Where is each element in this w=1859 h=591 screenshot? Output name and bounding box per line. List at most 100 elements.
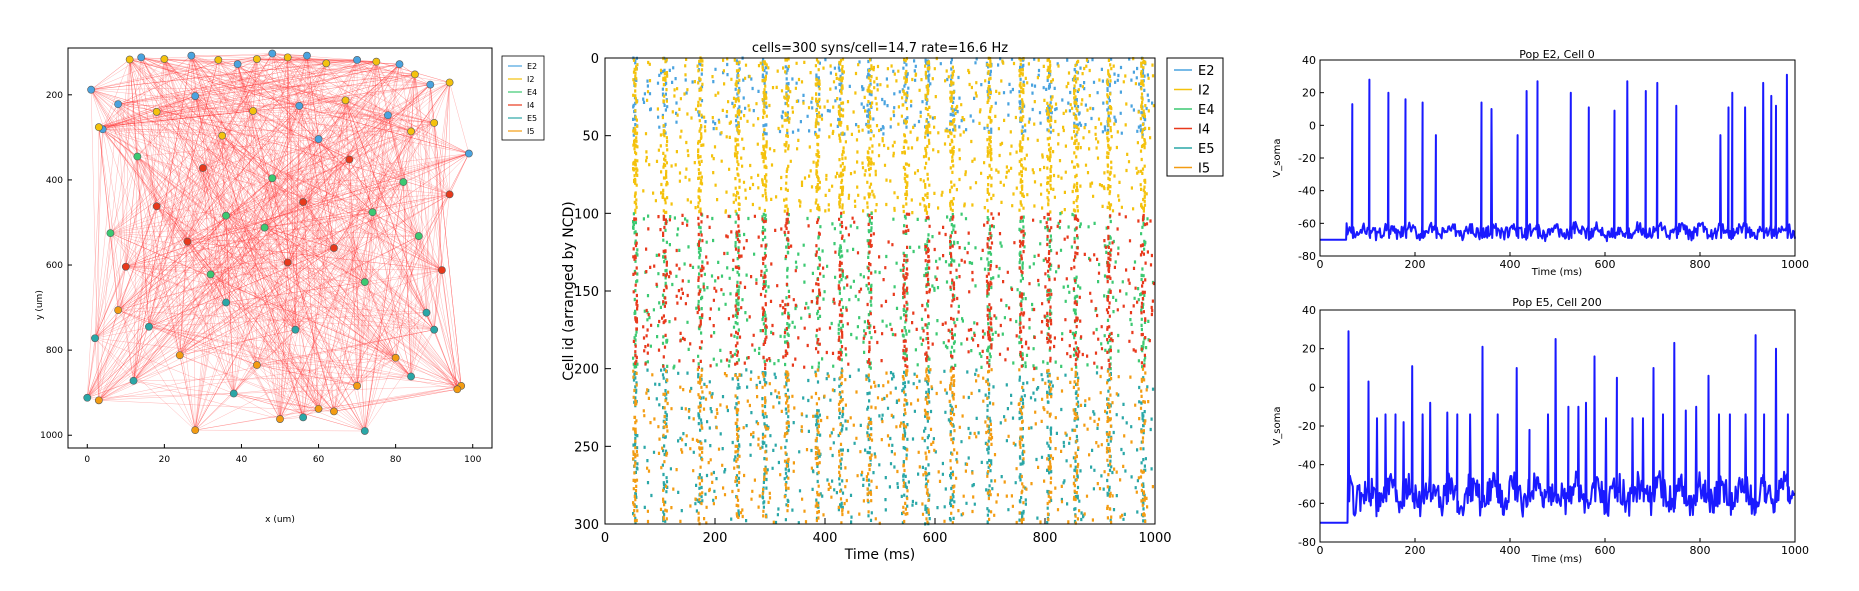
connection-paths xyxy=(87,53,470,432)
raster-plot: cells=300 syns/cell=14.7 rate=16.6 Hz 0 2… xyxy=(561,41,1224,563)
trace-x-tick-label: 400 xyxy=(1500,544,1521,557)
network-plot: 0 20 40 60 80 100 200 400 600 800 1000 x (um) y (… xyxy=(35,47,545,525)
cell-marker-e2 xyxy=(464,149,473,158)
trace-y-tick-label: -20 xyxy=(1298,152,1316,165)
raster-y-tick-label: 150 xyxy=(574,285,599,300)
cell-marker-e2 xyxy=(87,85,96,94)
cell-marker-e4 xyxy=(133,152,142,161)
raster-y-tick-label: 300 xyxy=(574,518,599,533)
trace-x-tick-label: 800 xyxy=(1690,544,1711,557)
raster-y-tick-label: 50 xyxy=(582,130,599,145)
cell-marker-i2 xyxy=(252,55,261,63)
trace-e5-x-label: Time (ms) xyxy=(1531,554,1583,565)
cell-marker-i2 xyxy=(445,78,454,87)
trace-e2-x-ticks: 0 200 400 600 800 1000 xyxy=(1317,252,1809,271)
raster-x-ticks: 0 200 400 600 800 1000 xyxy=(601,518,1172,546)
cell-marker-i4 xyxy=(437,266,446,275)
raster-y-tick-label: 200 xyxy=(574,363,599,378)
voltage-trace-e5: Pop E5, Cell 200 0 200 400 600 800 1000 -80-6… xyxy=(1272,296,1809,565)
cell-marker-i5 xyxy=(94,396,103,405)
trace-y-tick-label: -40 xyxy=(1298,459,1316,472)
cell-marker-i5 xyxy=(175,351,184,360)
cell-marker-i2 xyxy=(283,53,292,62)
network-legend-label: E4 xyxy=(527,88,537,97)
raster-legend: E2 I2 E4 I4 E5 I5 xyxy=(1166,57,1224,177)
trace-e5-x-ticks: 0 200 400 600 800 1000 xyxy=(1317,538,1809,557)
raster-title: cells=300 syns/cell=14.7 rate=16.6 Hz xyxy=(752,41,1008,56)
cell-marker-i2 xyxy=(94,123,103,132)
cell-marker-e4 xyxy=(106,229,115,238)
spike-raster xyxy=(632,56,1155,526)
raster-legend-label: I5 xyxy=(1198,162,1210,177)
cell-marker-e2 xyxy=(426,80,435,89)
cell-marker-e2 xyxy=(395,60,404,69)
network-y-tick-label: 200 xyxy=(46,91,63,101)
network-x-tick-label: 0 xyxy=(84,455,90,465)
network-x-tick-label: 100 xyxy=(464,455,481,465)
cell-marker-i4 xyxy=(345,155,354,164)
cell-marker-e5 xyxy=(422,308,431,317)
raster-x-tick-label: 800 xyxy=(1033,531,1058,546)
network-y-tick-label: 400 xyxy=(46,176,63,186)
trace-e5-y-label: V_soma xyxy=(1272,406,1283,445)
cell-marker-e5 xyxy=(407,372,415,381)
cell-marker-e2 xyxy=(303,51,311,60)
raster-x-tick-label: 400 xyxy=(813,531,838,546)
cell-marker-e2 xyxy=(191,92,200,100)
raster-x-tick-label: 0 xyxy=(601,531,609,546)
raster-y-ticks: 0 50 100 150 200 250 300 xyxy=(574,52,611,533)
network-x-tick-label: 60 xyxy=(313,455,325,465)
network-x-tick-label: 80 xyxy=(390,455,402,465)
trace-y-tick-label: -60 xyxy=(1298,217,1316,230)
cell-marker-e4 xyxy=(260,223,269,232)
cell-marker-e4 xyxy=(222,211,230,220)
trace-y-tick-label: 20 xyxy=(1302,343,1316,356)
network-x-ticks: 0 20 40 60 80 100 xyxy=(84,444,482,465)
cell-marker-i4 xyxy=(183,237,192,246)
trace-x-tick-label: 1000 xyxy=(1781,258,1809,271)
trace-y-tick-label: 40 xyxy=(1302,54,1316,67)
cell-marker-e5 xyxy=(299,413,308,422)
raster-x-tick-label: 1000 xyxy=(1138,531,1171,546)
cell-marker-e5 xyxy=(83,393,92,402)
spike-marks-e4 xyxy=(632,211,1155,371)
cell-marker-i5 xyxy=(276,415,284,423)
trace-y-tick-label: 40 xyxy=(1302,304,1316,317)
connection-lines xyxy=(87,53,470,432)
cell-markers xyxy=(83,49,473,435)
network-legend-label: I2 xyxy=(527,75,534,84)
trace-e5-line xyxy=(1320,330,1796,524)
trace-y-tick-label: 0 xyxy=(1309,119,1316,132)
cell-marker-e2 xyxy=(384,111,392,120)
cell-marker-i5 xyxy=(252,361,261,369)
trace-x-tick-label: 1000 xyxy=(1781,544,1809,557)
cell-marker-e2 xyxy=(137,53,146,62)
cell-marker-e5 xyxy=(291,325,300,334)
cell-marker-e5 xyxy=(145,322,153,331)
cell-marker-i5 xyxy=(314,404,323,413)
cell-marker-e5 xyxy=(360,427,369,435)
network-legend-label: I4 xyxy=(527,101,534,110)
cell-marker-i2 xyxy=(249,107,257,115)
network-legend: E2 I2 E4 I4 E5 I5 xyxy=(501,55,545,141)
voltage-trace-e2: Pop E2, Cell 0 0 200 400 600 800 1000 -80-60-… xyxy=(1272,48,1809,278)
network-legend-label: E2 xyxy=(527,62,537,71)
trace-y-tick-label: -60 xyxy=(1298,497,1316,510)
spike-marks-i5 xyxy=(632,367,1154,526)
cell-marker-e5 xyxy=(222,298,230,307)
network-legend-box xyxy=(501,55,545,141)
cell-marker-i2 xyxy=(407,127,415,136)
cell-marker-i2 xyxy=(125,55,134,64)
cell-marker-i2 xyxy=(411,70,419,79)
raster-x-label: Time (ms) xyxy=(844,547,916,563)
trace-x-tick-label: 400 xyxy=(1500,258,1521,271)
spike-marks-i2 xyxy=(632,56,1155,215)
trace-y-tick-label: -80 xyxy=(1298,250,1316,263)
raster-y-tick-label: 100 xyxy=(574,207,599,222)
raster-legend-label: E5 xyxy=(1198,142,1215,157)
spike-marks-e5 xyxy=(632,367,1155,526)
cell-marker-i4 xyxy=(199,164,207,172)
raster-legend-box xyxy=(1166,57,1224,177)
raster-x-tick-label: 200 xyxy=(703,531,728,546)
